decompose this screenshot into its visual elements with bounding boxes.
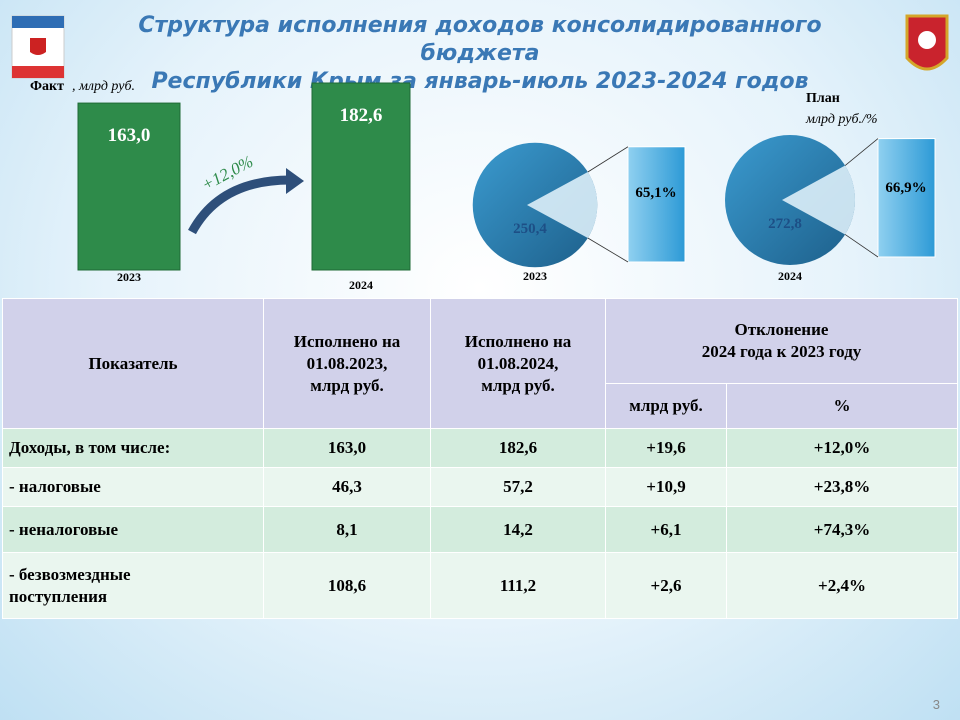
flag <box>11 15 65 79</box>
table-cell: - налоговые <box>2 467 264 507</box>
growth-arrow <box>188 175 291 235</box>
page-number: 3 <box>932 697 940 712</box>
share-bar <box>627 146 686 263</box>
pie-year: 2024 <box>778 269 802 283</box>
bar-value-label: 182,6 <box>340 105 383 126</box>
share-label: 66,9% <box>885 180 926 196</box>
table-cell: +12,0% <box>726 428 958 468</box>
fact-unit: , млрд руб. <box>72 79 135 94</box>
pie-wedge <box>527 171 598 239</box>
table-subheader: % <box>726 383 958 429</box>
bar-category: 2024 <box>349 278 373 292</box>
pie-wedge <box>782 165 855 235</box>
pie-total-label: 272,8 <box>768 216 802 232</box>
table-cell: 14,2 <box>430 506 606 553</box>
connector <box>844 234 879 258</box>
table-cell: 108,6 <box>263 552 431 619</box>
table-cell: 46,3 <box>263 467 431 507</box>
table-cell: 8,1 <box>263 506 431 553</box>
plan-unit: млрд руб./% <box>805 112 878 127</box>
emblem <box>905 14 949 71</box>
bar-category: 2023 <box>117 270 141 284</box>
table-cell: +19,6 <box>605 428 727 468</box>
table-cell: 57,2 <box>430 467 606 507</box>
table-header: Отклонение 2024 года к 2023 году <box>605 298 958 384</box>
connector <box>587 146 629 173</box>
charts: Факт, млрд руб.163,02023182,62024+12,0%П… <box>11 14 949 292</box>
table-cell: +2,4% <box>726 552 958 619</box>
table-header: Исполнено на 01.08.2024, млрд руб. <box>430 298 606 429</box>
share-label: 65,1% <box>635 185 676 201</box>
table-header: Показатель <box>2 298 264 429</box>
fact-label: Факт <box>30 79 64 94</box>
table-cell: 163,0 <box>263 428 431 468</box>
data-table: Показатель Исполнено на 01.08.2023, млрд … <box>2 298 958 619</box>
table-cell: - безвозмездные поступления <box>2 552 264 619</box>
table-cell: +74,3% <box>726 506 958 553</box>
plan-label: План <box>806 91 840 106</box>
table-cell: +10,9 <box>605 467 727 507</box>
table-cell: +2,6 <box>605 552 727 619</box>
table-cell: 111,2 <box>430 552 606 619</box>
table-subheader: млрд руб. <box>605 383 727 429</box>
bar <box>77 102 181 271</box>
connector <box>587 237 629 263</box>
pie-year: 2023 <box>523 269 547 283</box>
table-cell: +6,1 <box>605 506 727 553</box>
connector <box>844 138 879 166</box>
table-cell: 182,6 <box>430 428 606 468</box>
table-cell: Доходы, в том числе: <box>2 428 264 468</box>
pie-total-label: 250,4 <box>513 221 547 237</box>
bar <box>311 82 411 271</box>
table-cell: - неналоговые <box>2 506 264 553</box>
bar-value-label: 163,0 <box>108 125 151 146</box>
table-header: Исполнено на 01.08.2023, млрд руб. <box>263 298 431 429</box>
table-cell: +23,8% <box>726 467 958 507</box>
share-bar <box>877 138 936 258</box>
growth-arrow-head <box>286 168 304 194</box>
